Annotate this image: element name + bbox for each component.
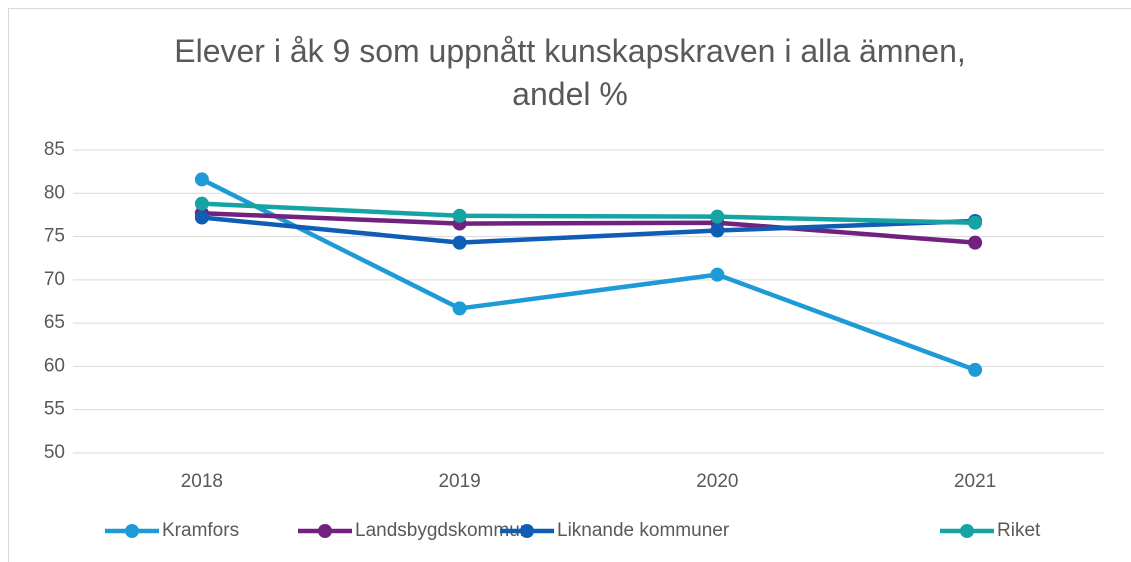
data-point xyxy=(710,209,725,224)
data-point xyxy=(968,362,983,377)
chart-border xyxy=(8,8,1131,562)
data-point xyxy=(452,235,467,250)
data-point xyxy=(452,301,467,316)
x-tick-label: 2019 xyxy=(438,471,480,492)
y-tick-label: 50 xyxy=(44,442,65,463)
y-tick-label: 55 xyxy=(44,399,65,420)
series-line xyxy=(201,201,976,225)
y-tick-label: 70 xyxy=(44,269,65,290)
chart-title: Elever i åk 9 som uppnått kunskapskraven… xyxy=(174,33,966,112)
y-tick-label: 75 xyxy=(44,226,65,247)
data-point xyxy=(194,210,209,225)
legend-marker xyxy=(520,524,534,538)
x-tick-label: 2018 xyxy=(181,471,223,492)
data-point xyxy=(968,235,983,250)
data-point xyxy=(194,172,209,187)
legend-label: Landsbygdskommun xyxy=(355,520,530,541)
data-point xyxy=(710,223,725,238)
x-tick-label: 2021 xyxy=(954,471,996,492)
legend-label: Liknande kommuner xyxy=(557,520,730,541)
y-tick-label: 85 xyxy=(44,139,65,160)
y-tick-label: 80 xyxy=(44,182,65,203)
y-tick-label: 60 xyxy=(44,355,65,376)
data-point xyxy=(710,267,725,282)
series-line xyxy=(201,210,976,245)
series-line xyxy=(201,215,976,245)
data-point xyxy=(968,215,983,230)
legend-marker xyxy=(318,524,332,538)
data-point xyxy=(452,208,467,223)
legend-marker xyxy=(125,524,139,538)
series-line xyxy=(200,177,976,373)
legend-label: Kramfors xyxy=(162,520,239,541)
data-point xyxy=(194,196,209,211)
legend-label: Riket xyxy=(997,520,1041,541)
x-tick-label: 2020 xyxy=(696,471,738,492)
y-tick-label: 65 xyxy=(44,312,65,333)
legend-marker xyxy=(960,524,974,538)
